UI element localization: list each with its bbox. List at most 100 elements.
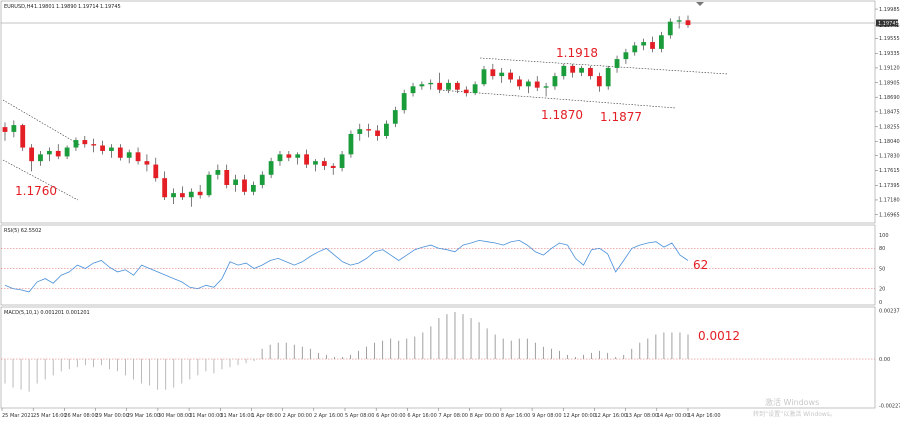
candle: [650, 36, 655, 53]
macd-tick-label: 0.002377: [879, 308, 900, 314]
candle-body: [2, 127, 8, 132]
candle: [91, 138, 97, 153]
candle-body: [384, 123, 389, 136]
price-tick-label: 1.19555: [879, 36, 900, 42]
candle: [206, 171, 212, 198]
candle-body: [552, 76, 558, 87]
candle-body: [525, 81, 531, 87]
candle: [250, 181, 256, 196]
candle: [339, 150, 345, 172]
candle-body: [375, 130, 380, 136]
time-tick-label: 9 Apr 08:00: [532, 413, 561, 419]
candle: [304, 149, 309, 168]
price-tick-label: 1.18905: [879, 80, 900, 86]
candle-body: [472, 84, 478, 94]
candle-body: [357, 129, 363, 134]
candle-body: [463, 89, 469, 94]
macd-plot-area: [0, 306, 876, 409]
time-tick-label: 12 Apr 00:00: [563, 413, 596, 419]
price-tick-label: 1.16965: [879, 212, 900, 218]
price-tick-label: 1.17830: [879, 154, 900, 160]
candle-body: [215, 170, 221, 175]
macd-axis: 0.002377 0.00 -0.002276: [879, 308, 900, 409]
candle-body: [419, 84, 425, 87]
candle-body: [268, 161, 274, 175]
candle-body: [641, 42, 647, 46]
time-tick-label: 30 Mar 08:00: [158, 413, 191, 419]
candle-body: [242, 179, 247, 192]
candle: [632, 42, 638, 56]
candle: [242, 174, 247, 196]
price-panel: EURUSD,H4 1.19801 1.19890 1.19714 1.1974…: [0, 0, 900, 224]
candle-body: [206, 174, 212, 196]
price-tick-label: 1.18475: [879, 110, 900, 116]
candle-body: [490, 69, 496, 77]
candle: [490, 63, 496, 80]
candle: [55, 144, 61, 160]
candle: [676, 16, 682, 29]
time-tick-label: 12 Apr 16:00: [594, 413, 627, 419]
price-tick-label: 1.19335: [879, 51, 900, 57]
price-header-high: 1.19890: [56, 4, 77, 10]
candle: [233, 174, 239, 192]
candle-body: [605, 67, 611, 87]
candle-body: [171, 193, 176, 198]
annotation-1-1877: 1.1877: [600, 110, 642, 124]
candle: [499, 67, 505, 83]
price-header-close: 1.19745: [100, 4, 121, 10]
candle: [162, 171, 168, 200]
candle: [419, 81, 425, 90]
candle: [46, 147, 52, 162]
candle-body: [428, 82, 434, 85]
candle: [2, 122, 8, 141]
candle: [135, 147, 141, 165]
candle-body: [614, 59, 620, 68]
candle-body: [481, 69, 487, 85]
price-tick-label: 1.19120: [879, 66, 900, 72]
candle-body: [499, 72, 505, 77]
time-tick-label: 26 Mar 08:00: [64, 413, 97, 419]
candle-body: [623, 52, 629, 60]
candle: [508, 69, 513, 83]
price-tick-label: 1.17615: [879, 168, 900, 174]
candle-body: [259, 174, 265, 185]
candle: [11, 120, 17, 138]
rsi-tick-label: 100: [879, 233, 889, 239]
time-tick-label: 29 Mar 16:00: [127, 413, 160, 419]
candle: [348, 130, 354, 158]
candle: [117, 144, 123, 161]
candle: [410, 82, 416, 97]
candle-body: [55, 150, 61, 157]
candle: [295, 152, 301, 165]
candle: [171, 188, 176, 205]
candle: [588, 65, 593, 80]
candle-body: [650, 42, 655, 49]
upper-channel-line: [479, 57, 729, 75]
rsi-line: [4, 239, 689, 293]
candle: [481, 65, 487, 87]
macd-panel: MACD(5,10,1) 0.001201 0.001201 0.0023770…: [0, 306, 900, 409]
candle: [321, 157, 327, 171]
candlestick-series: [2, 15, 691, 207]
candle: [109, 144, 114, 158]
candle: [180, 186, 185, 200]
candle-body: [180, 193, 185, 198]
current-price-label: 1.19745: [878, 21, 899, 27]
lower-downtrend-line: [2, 159, 79, 201]
candle: [29, 144, 35, 172]
candle-body: [135, 152, 141, 162]
candle-body: [685, 20, 691, 26]
price-header-symbol: EURUSD,H4: [4, 4, 34, 10]
time-tick-label: 5 Apr 08:00: [345, 413, 374, 419]
candle-body: [38, 154, 43, 162]
candle-body: [20, 125, 26, 148]
candle-body: [188, 191, 194, 198]
candle: [268, 157, 274, 179]
rsi-panel: RSI(5) 62.5502 100 80 50 20 0 62: [0, 224, 889, 306]
candle-body: [100, 145, 105, 151]
candle: [534, 76, 540, 92]
macd-header: MACD(5,10,1) 0.001201 0.001201: [4, 310, 90, 316]
candle-body: [596, 76, 602, 87]
candle: [153, 157, 159, 182]
